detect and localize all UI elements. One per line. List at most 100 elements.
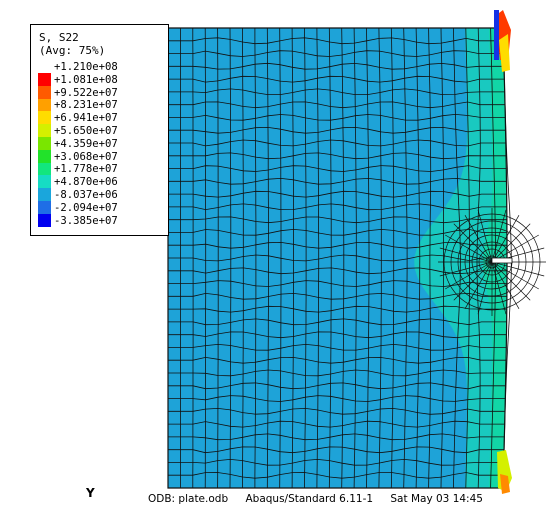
legend-swatch [38, 111, 51, 125]
footer-date: Sat May 03 14:45 [390, 493, 483, 505]
mesh-line-h [168, 62, 504, 70]
legend-value: +3.068e+07 [54, 150, 118, 163]
mesh-line-h [168, 101, 505, 109]
mesh-line-v [328, 27, 332, 489]
notch-cut [491, 257, 513, 264]
mesh-line-h [168, 139, 506, 147]
mesh-line-h [168, 292, 507, 300]
legend-swatch [38, 213, 51, 227]
mesh-line-v [217, 27, 219, 489]
legend-value: -3.385e+07 [54, 214, 118, 227]
legend-value: -2.094e+07 [54, 201, 118, 214]
legend-swatch [38, 136, 51, 150]
legend-value-list: +1.210e+08 +1.081e+08 +9.522e+07 +8.231e+07… [54, 61, 118, 227]
legend-averaging: (Avg: 75%) [39, 44, 106, 57]
legend-title: S, S22 (Avg: 75%) [39, 31, 105, 57]
mesh-line-h [168, 203, 507, 211]
legend-swatch [38, 188, 51, 201]
bottom-corner-orange [500, 474, 510, 494]
mesh-line-v [378, 27, 382, 489]
viewport-footer: ODB: plate.odb Abaqus/Standard 6.11-1 Sa… [148, 493, 497, 505]
mesh-line-v [403, 27, 408, 489]
notch-spoke [491, 261, 545, 277]
mesh-line-v [204, 27, 207, 489]
legend-value: +4.359e+07 [54, 137, 118, 150]
footer-solver-version: Abaqus/Standard 6.11-1 [245, 493, 374, 505]
mesh-line-h [168, 165, 507, 172]
legend-value: +5.650e+07 [54, 124, 118, 137]
legend-swatch [38, 98, 51, 112]
mesh-line-h [168, 50, 504, 57]
notch-spoke [491, 215, 520, 263]
legend-swatch [38, 124, 51, 137]
mesh-line-h [168, 356, 507, 364]
mesh-line-h [168, 343, 507, 351]
legend-color-bar [38, 73, 51, 227]
footer-odb-name: ODB: plate.odb [148, 493, 229, 505]
notch-spoke [491, 234, 539, 263]
mesh-line-h [168, 228, 507, 236]
notch-spoke [445, 234, 493, 263]
legend-variable: S, S22 [39, 31, 79, 44]
notch-spoke [477, 209, 493, 263]
mesh-line-h [168, 190, 507, 198]
notch-spoke [445, 261, 493, 290]
top-corner-yellow [499, 34, 510, 72]
mesh-line-v [254, 28, 257, 488]
mesh-line-v [341, 27, 345, 489]
legend-value: +8.231e+07 [54, 99, 118, 112]
legend-value: -8.037e+06 [54, 188, 118, 201]
notch-spoke [464, 261, 493, 309]
mesh-line-h [168, 113, 506, 121]
notch-spoke [491, 261, 507, 315]
notch-spoke [464, 215, 493, 263]
legend-swatch [38, 162, 51, 176]
mesh-line-h [168, 318, 507, 326]
legend-value: +6.941e+07 [54, 112, 118, 125]
notch-spoke [491, 209, 507, 263]
mesh-line-h [168, 241, 507, 249]
legend-value: +1.778e+07 [54, 163, 118, 176]
mesh-line-h [168, 177, 507, 185]
legend-value: +9.522e+07 [54, 86, 118, 99]
mesh-line-h [168, 37, 504, 45]
legend-value: +1.081e+08 [54, 73, 118, 86]
mesh-line-h [168, 395, 506, 402]
mesh-line-h [168, 407, 505, 415]
mesh-line-h [168, 88, 505, 96]
mesh-line-h [168, 331, 507, 339]
view-triad-y-label: Y [86, 486, 95, 500]
mesh-line-h [168, 446, 504, 454]
legend-value: +4.870e+06 [54, 176, 118, 189]
notch-spoke [439, 247, 493, 263]
top-corner-blue [494, 10, 499, 60]
mesh-line-v [415, 27, 421, 489]
mesh-line-h [168, 433, 505, 441]
notch-spoke [491, 261, 520, 309]
mesh-line-v [242, 27, 244, 489]
mesh-line-h [168, 305, 507, 313]
mesh-line-h [168, 382, 506, 390]
legend-value: +1.210e+08 [54, 61, 118, 73]
legend-swatch [38, 175, 51, 189]
mesh-line-h [168, 75, 505, 83]
mesh-line-v [304, 27, 307, 489]
mesh-line-v [266, 27, 269, 489]
legend-swatch [38, 149, 51, 163]
mesh-line-h [168, 458, 504, 466]
mesh-line-h [168, 420, 505, 428]
notch-spoke [453, 261, 493, 301]
notch-spoke [439, 261, 493, 277]
mesh-line-h [168, 216, 507, 224]
mesh-line-v [440, 27, 444, 489]
mesh-line-v [465, 27, 470, 489]
mesh-line-h [168, 126, 506, 134]
contour-legend: S, S22 (Avg: 75%) +1.210e+08 +1.081e+08 +9… [30, 24, 169, 236]
legend-swatch [38, 85, 51, 99]
mesh-line-v [291, 27, 295, 489]
mesh-line-h [168, 369, 506, 377]
mesh-line-v [316, 27, 320, 489]
mesh-line-v [428, 27, 432, 489]
mesh-line-h [168, 152, 507, 160]
